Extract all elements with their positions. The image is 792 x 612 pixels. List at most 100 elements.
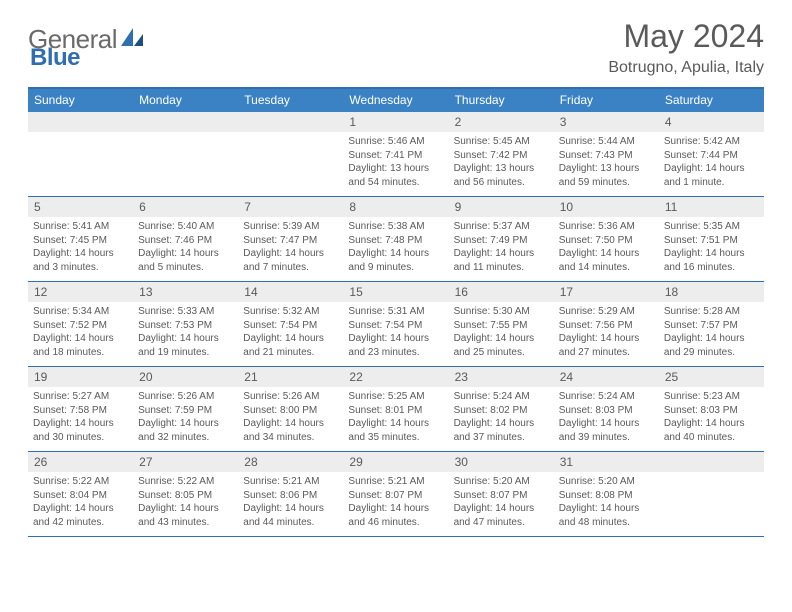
weekday-header-sunday: Sunday — [28, 89, 133, 112]
day-detail: Sunrise: 5:30 AMSunset: 7:55 PMDaylight:… — [449, 302, 554, 363]
location-text: Botrugno, Apulia, Italy — [608, 59, 764, 77]
day-cell: 8Sunrise: 5:38 AMSunset: 7:48 PMDaylight… — [343, 197, 448, 281]
day-number: 11 — [659, 197, 764, 217]
day-number: 17 — [554, 282, 659, 302]
day-cell: 26Sunrise: 5:22 AMSunset: 8:04 PMDayligh… — [28, 452, 133, 536]
day-number: 21 — [238, 367, 343, 387]
day-number: 16 — [449, 282, 554, 302]
day-cell: 25Sunrise: 5:23 AMSunset: 8:03 PMDayligh… — [659, 367, 764, 451]
day-detail: Sunrise: 5:38 AMSunset: 7:48 PMDaylight:… — [343, 217, 448, 278]
day-number: 14 — [238, 282, 343, 302]
day-detail: Sunrise: 5:20 AMSunset: 8:08 PMDaylight:… — [554, 472, 659, 533]
day-cell: 17Sunrise: 5:29 AMSunset: 7:56 PMDayligh… — [554, 282, 659, 366]
day-number: 25 — [659, 367, 764, 387]
week-row: 1Sunrise: 5:46 AMSunset: 7:41 PMDaylight… — [28, 112, 764, 197]
day-number: 6 — [133, 197, 238, 217]
day-cell: 28Sunrise: 5:21 AMSunset: 8:06 PMDayligh… — [238, 452, 343, 536]
day-number — [659, 452, 764, 472]
day-cell: 27Sunrise: 5:22 AMSunset: 8:05 PMDayligh… — [133, 452, 238, 536]
day-number: 23 — [449, 367, 554, 387]
day-detail: Sunrise: 5:37 AMSunset: 7:49 PMDaylight:… — [449, 217, 554, 278]
day-detail: Sunrise: 5:41 AMSunset: 7:45 PMDaylight:… — [28, 217, 133, 278]
day-detail: Sunrise: 5:36 AMSunset: 7:50 PMDaylight:… — [554, 217, 659, 278]
logo-text-blue: Blue — [30, 44, 80, 71]
day-number: 22 — [343, 367, 448, 387]
day-number: 4 — [659, 112, 764, 132]
week-row: 26Sunrise: 5:22 AMSunset: 8:04 PMDayligh… — [28, 452, 764, 537]
day-number: 7 — [238, 197, 343, 217]
day-detail: Sunrise: 5:20 AMSunset: 8:07 PMDaylight:… — [449, 472, 554, 533]
day-detail: Sunrise: 5:23 AMSunset: 8:03 PMDaylight:… — [659, 387, 764, 448]
day-number: 18 — [659, 282, 764, 302]
day-detail: Sunrise: 5:22 AMSunset: 8:04 PMDaylight:… — [28, 472, 133, 533]
week-row: 19Sunrise: 5:27 AMSunset: 7:58 PMDayligh… — [28, 367, 764, 452]
day-detail: Sunrise: 5:40 AMSunset: 7:46 PMDaylight:… — [133, 217, 238, 278]
weekday-header-monday: Monday — [133, 89, 238, 112]
day-number: 19 — [28, 367, 133, 387]
day-detail: Sunrise: 5:34 AMSunset: 7:52 PMDaylight:… — [28, 302, 133, 363]
day-cell: 2Sunrise: 5:45 AMSunset: 7:42 PMDaylight… — [449, 112, 554, 196]
day-detail: Sunrise: 5:32 AMSunset: 7:54 PMDaylight:… — [238, 302, 343, 363]
weekday-header-friday: Friday — [554, 89, 659, 112]
calendar-page: General May 2024 Botrugno, Apulia, Italy… — [0, 0, 792, 537]
day-cell: 10Sunrise: 5:36 AMSunset: 7:50 PMDayligh… — [554, 197, 659, 281]
day-detail: Sunrise: 5:44 AMSunset: 7:43 PMDaylight:… — [554, 132, 659, 193]
day-number: 29 — [343, 452, 448, 472]
day-cell: 4Sunrise: 5:42 AMSunset: 7:44 PMDaylight… — [659, 112, 764, 196]
day-cell: 24Sunrise: 5:24 AMSunset: 8:03 PMDayligh… — [554, 367, 659, 451]
day-detail: Sunrise: 5:33 AMSunset: 7:53 PMDaylight:… — [133, 302, 238, 363]
day-cell: 18Sunrise: 5:28 AMSunset: 7:57 PMDayligh… — [659, 282, 764, 366]
day-cell: 19Sunrise: 5:27 AMSunset: 7:58 PMDayligh… — [28, 367, 133, 451]
day-detail: Sunrise: 5:22 AMSunset: 8:05 PMDaylight:… — [133, 472, 238, 533]
title-block: May 2024 Botrugno, Apulia, Italy — [608, 18, 764, 77]
month-title: May 2024 — [608, 18, 764, 55]
day-number: 27 — [133, 452, 238, 472]
weeks-container: 1Sunrise: 5:46 AMSunset: 7:41 PMDaylight… — [28, 112, 764, 537]
day-number: 1 — [343, 112, 448, 132]
empty-cell — [238, 112, 343, 196]
day-cell: 14Sunrise: 5:32 AMSunset: 7:54 PMDayligh… — [238, 282, 343, 366]
day-detail: Sunrise: 5:25 AMSunset: 8:01 PMDaylight:… — [343, 387, 448, 448]
day-detail: Sunrise: 5:27 AMSunset: 7:58 PMDaylight:… — [28, 387, 133, 448]
day-cell: 9Sunrise: 5:37 AMSunset: 7:49 PMDaylight… — [449, 197, 554, 281]
day-number: 30 — [449, 452, 554, 472]
day-number: 10 — [554, 197, 659, 217]
day-number: 8 — [343, 197, 448, 217]
day-detail: Sunrise: 5:21 AMSunset: 8:06 PMDaylight:… — [238, 472, 343, 533]
week-row: 5Sunrise: 5:41 AMSunset: 7:45 PMDaylight… — [28, 197, 764, 282]
day-detail: Sunrise: 5:45 AMSunset: 7:42 PMDaylight:… — [449, 132, 554, 193]
day-number: 9 — [449, 197, 554, 217]
weekday-header-thursday: Thursday — [449, 89, 554, 112]
day-number: 15 — [343, 282, 448, 302]
day-number: 26 — [28, 452, 133, 472]
day-cell: 30Sunrise: 5:20 AMSunset: 8:07 PMDayligh… — [449, 452, 554, 536]
day-number: 20 — [133, 367, 238, 387]
day-cell: 21Sunrise: 5:26 AMSunset: 8:00 PMDayligh… — [238, 367, 343, 451]
day-detail: Sunrise: 5:24 AMSunset: 8:02 PMDaylight:… — [449, 387, 554, 448]
day-number — [238, 112, 343, 132]
day-cell: 6Sunrise: 5:40 AMSunset: 7:46 PMDaylight… — [133, 197, 238, 281]
weekday-header-tuesday: Tuesday — [238, 89, 343, 112]
logo-subtext-wrap: Blue — [30, 44, 80, 72]
day-cell: 7Sunrise: 5:39 AMSunset: 7:47 PMDaylight… — [238, 197, 343, 281]
day-detail: Sunrise: 5:21 AMSunset: 8:07 PMDaylight:… — [343, 472, 448, 533]
day-detail: Sunrise: 5:26 AMSunset: 7:59 PMDaylight:… — [133, 387, 238, 448]
day-detail: Sunrise: 5:31 AMSunset: 7:54 PMDaylight:… — [343, 302, 448, 363]
empty-cell — [28, 112, 133, 196]
logo-sail-icon — [119, 26, 145, 53]
day-cell: 23Sunrise: 5:24 AMSunset: 8:02 PMDayligh… — [449, 367, 554, 451]
day-number: 5 — [28, 197, 133, 217]
day-detail: Sunrise: 5:35 AMSunset: 7:51 PMDaylight:… — [659, 217, 764, 278]
day-cell: 3Sunrise: 5:44 AMSunset: 7:43 PMDaylight… — [554, 112, 659, 196]
day-cell: 13Sunrise: 5:33 AMSunset: 7:53 PMDayligh… — [133, 282, 238, 366]
day-cell: 22Sunrise: 5:25 AMSunset: 8:01 PMDayligh… — [343, 367, 448, 451]
day-cell: 12Sunrise: 5:34 AMSunset: 7:52 PMDayligh… — [28, 282, 133, 366]
day-number: 12 — [28, 282, 133, 302]
day-detail: Sunrise: 5:46 AMSunset: 7:41 PMDaylight:… — [343, 132, 448, 193]
page-header: General May 2024 Botrugno, Apulia, Italy — [28, 18, 764, 77]
calendar-grid: SundayMondayTuesdayWednesdayThursdayFrid… — [28, 87, 764, 537]
day-cell: 15Sunrise: 5:31 AMSunset: 7:54 PMDayligh… — [343, 282, 448, 366]
day-number: 24 — [554, 367, 659, 387]
weekday-header-row: SundayMondayTuesdayWednesdayThursdayFrid… — [28, 89, 764, 112]
day-cell: 20Sunrise: 5:26 AMSunset: 7:59 PMDayligh… — [133, 367, 238, 451]
